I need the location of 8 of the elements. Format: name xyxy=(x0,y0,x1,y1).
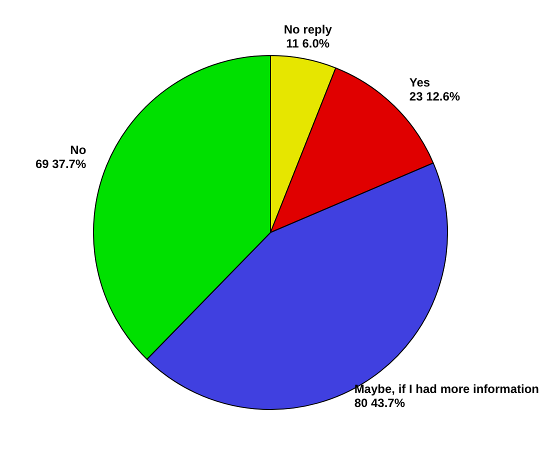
slice-label: Maybe, if I had more information xyxy=(354,382,539,396)
slice-label: Yes xyxy=(409,75,430,90)
data-label: 11 6.0% xyxy=(286,36,330,50)
data-label: 23 12.6% xyxy=(409,89,460,104)
data-label: 69 37.7% xyxy=(35,156,86,171)
slice-label: No reply xyxy=(284,22,332,36)
data-label: 80 43.7% xyxy=(354,396,406,410)
slice-label: No xyxy=(70,142,86,157)
